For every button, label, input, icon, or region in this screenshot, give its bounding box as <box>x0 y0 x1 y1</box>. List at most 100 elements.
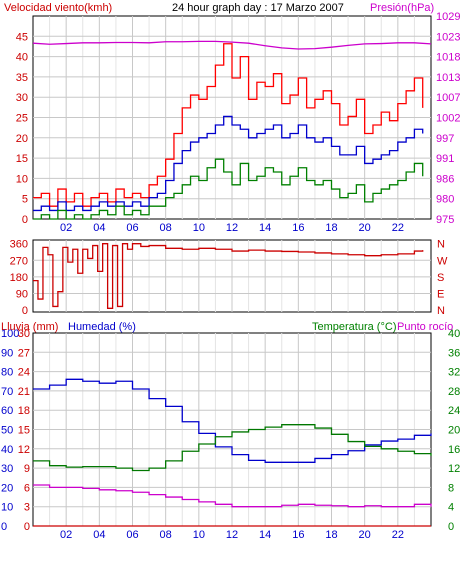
rain-y-tick: 9 <box>24 463 30 475</box>
pressure-y-tick: 1029 <box>436 11 460 23</box>
x-tick-label: 22 <box>392 222 404 234</box>
temperature-y-tick: 12 <box>448 463 460 475</box>
wind-y-tick: 0 <box>22 214 28 226</box>
pressure-y-tick: 991 <box>436 153 454 165</box>
x-tick-label: 08 <box>160 222 172 234</box>
dewpoint-axis-title: Punto rocío <box>397 321 453 333</box>
temperature-y-tick: 36 <box>448 347 460 359</box>
series-humidity-line <box>33 378 432 463</box>
x-tick-label: 04 <box>93 529 105 541</box>
x-tick-label: 16 <box>292 222 304 234</box>
humidity-y-tick: 90 <box>1 347 13 359</box>
pressure-axis-title: Presión(hPa) <box>370 2 434 14</box>
x-tick-label: 12 <box>226 529 238 541</box>
rain-y-tick: 27 <box>18 347 30 359</box>
pressure-y-tick: 1013 <box>436 72 460 84</box>
compass-label: N <box>437 305 445 317</box>
compass-label: S <box>437 272 444 284</box>
x-tick-label: 08 <box>160 529 172 541</box>
pressure-y-tick: 975 <box>436 214 454 226</box>
x-tick-label: 18 <box>325 529 337 541</box>
pressure-y-tick: 1002 <box>436 113 460 125</box>
x-tick-label: 18 <box>325 222 337 234</box>
temperature-y-tick: 28 <box>448 386 460 398</box>
x-tick-label: 14 <box>259 529 271 541</box>
direction-y-tick: 360 <box>10 239 28 251</box>
temperature-y-tick: 32 <box>448 367 460 379</box>
series-dewpoint-line <box>33 484 432 508</box>
x-tick-label: 20 <box>359 529 371 541</box>
direction-y-tick: 180 <box>10 272 28 284</box>
wind-y-tick: 45 <box>16 31 28 43</box>
x-tick-label: 14 <box>259 222 271 234</box>
wind-y-tick: 5 <box>22 194 28 206</box>
x-tick-label: 06 <box>126 222 138 234</box>
humidity-y-tick: 0 <box>1 521 7 533</box>
series-wind_min-line <box>33 158 424 220</box>
temperature-y-tick: 0 <box>448 521 454 533</box>
x-tick-label: 06 <box>126 529 138 541</box>
rain-axis-title: Lluvia (mm) <box>1 321 58 333</box>
direction-y-tick: 270 <box>10 255 28 267</box>
wind-y-tick: 40 <box>16 52 28 64</box>
temperature-axis-title: Temperatura (°C) <box>312 321 396 333</box>
rain-y-tick: 15 <box>18 425 30 437</box>
x-tick-label: 20 <box>359 222 371 234</box>
pressure-y-tick: 997 <box>436 133 454 145</box>
compass-label: W <box>437 255 448 267</box>
temperature-y-tick: 16 <box>448 444 460 456</box>
x-tick-label: 04 <box>93 222 105 234</box>
direction-y-tick: 90 <box>16 289 28 301</box>
humidity-axis-title: Humedad (%) <box>68 321 136 333</box>
rain-y-tick: 3 <box>24 502 30 514</box>
x-tick-label: 22 <box>392 529 404 541</box>
x-tick-label: 02 <box>60 529 72 541</box>
series-pressure-line <box>32 40 432 50</box>
pressure-y-tick: 1018 <box>436 52 460 64</box>
pressure-y-tick: 986 <box>436 173 454 185</box>
temperature-y-tick: 8 <box>448 482 454 494</box>
graph-title: 24 hour graph day : 17 Marzo 2007 <box>172 2 344 14</box>
pressure-y-tick: 980 <box>436 194 454 206</box>
x-tick-label: 10 <box>193 222 205 234</box>
humidity-y-tick: 70 <box>1 386 13 398</box>
rain-y-tick: 6 <box>24 482 30 494</box>
compass-label: E <box>437 289 444 301</box>
x-tick-label: 02 <box>60 222 72 234</box>
wind-y-tick: 15 <box>16 153 28 165</box>
humidity-y-tick: 40 <box>1 444 13 456</box>
x-tick-label: 12 <box>226 222 238 234</box>
rain-y-tick: 24 <box>18 367 30 379</box>
series-direction-line <box>33 243 424 309</box>
humidity-y-tick: 80 <box>1 367 13 379</box>
series-wind_max-line <box>33 43 424 207</box>
rain-y-tick: 21 <box>18 386 30 398</box>
x-tick-label: 16 <box>292 529 304 541</box>
humidity-y-tick: 20 <box>1 482 13 494</box>
series-temperature-line <box>33 424 432 472</box>
rain-y-tick: 30 <box>18 328 30 340</box>
pressure-y-tick: 1007 <box>436 92 460 104</box>
compass-label: N <box>437 239 445 251</box>
series-wind_avg-line <box>33 115 424 212</box>
wind-y-tick: 25 <box>16 113 28 125</box>
wind-y-tick: 10 <box>16 173 28 185</box>
rain-y-tick: 18 <box>18 405 30 417</box>
pressure-y-tick: 1023 <box>436 31 460 43</box>
wind-y-tick: 20 <box>16 133 28 145</box>
rain-y-tick: 0 <box>24 521 30 533</box>
temperature-y-tick: 24 <box>448 405 460 417</box>
temperature-y-tick: 40 <box>448 328 460 340</box>
rain-y-tick: 12 <box>18 444 30 456</box>
humidity-y-tick: 50 <box>1 425 13 437</box>
humidity-y-tick: 60 <box>1 405 13 417</box>
direction-y-tick: 0 <box>22 305 28 317</box>
x-tick-label: 10 <box>193 529 205 541</box>
wind-axis-title: Velocidad viento(kmh) <box>4 2 112 14</box>
humidity-y-tick: 10 <box>1 502 13 514</box>
wind-y-tick: 35 <box>16 72 28 84</box>
temperature-y-tick: 4 <box>448 502 454 514</box>
chart-layer: 0510152025303540459759809869919971002100… <box>1 11 460 541</box>
